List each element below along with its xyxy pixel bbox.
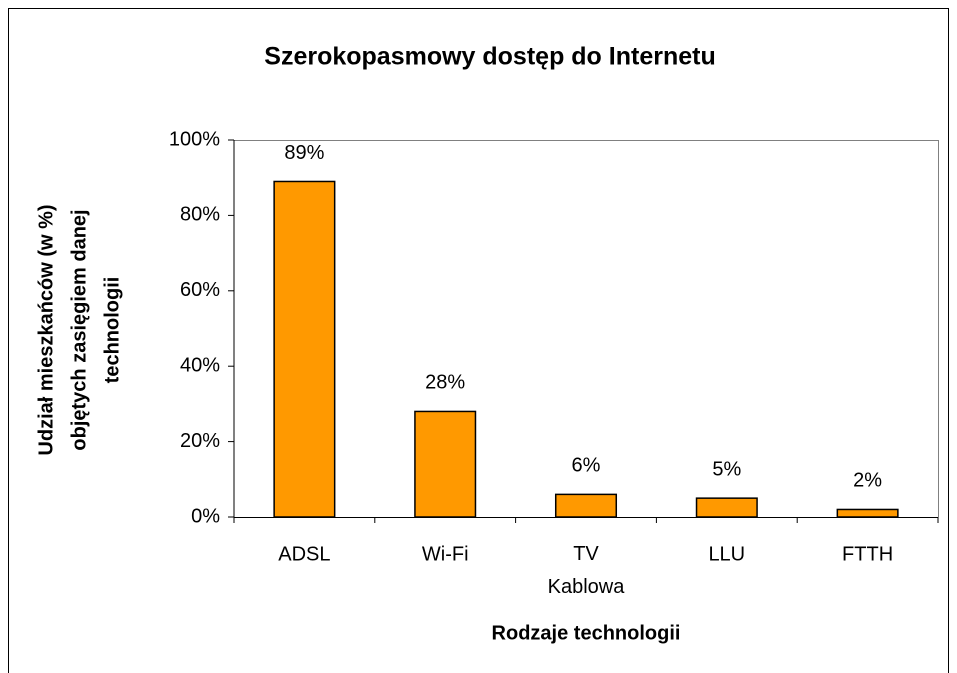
bar xyxy=(695,497,758,518)
y-axis-label-line: Udział mieszkańców (w %) xyxy=(35,204,57,455)
y-axis-label-line: objętych zasięgiem danej xyxy=(68,209,90,450)
y-axis-label: Udział mieszkańców (w %) objętych zasięgi… xyxy=(35,204,123,455)
x-tick-label: FTTH xyxy=(842,543,893,565)
value-label: 89% xyxy=(284,142,324,164)
y-tick-label: 60% xyxy=(180,279,220,301)
y-tick-label: 20% xyxy=(180,430,220,452)
y-tick-label: 100% xyxy=(169,128,220,150)
plot-frame xyxy=(234,140,939,517)
value-label: 28% xyxy=(425,372,465,394)
y-tick-label: 40% xyxy=(180,354,220,376)
y-axis-label-line: technologii xyxy=(101,277,123,384)
bar xyxy=(273,180,336,518)
x-tick-label: Wi-Fi xyxy=(422,543,469,565)
chart-frame xyxy=(8,8,949,673)
value-label: 6% xyxy=(572,455,601,477)
x-tick-label: TV Kablowa xyxy=(548,543,626,598)
x-tick-label: LLU xyxy=(708,543,745,565)
x-axis-label: Rodzaje technologii xyxy=(492,622,681,644)
bar xyxy=(554,493,618,518)
y-tick-label: 0% xyxy=(191,505,220,527)
value-label: 2% xyxy=(853,470,882,492)
value-label: 5% xyxy=(712,458,741,480)
bar xyxy=(414,410,477,518)
x-tick-label: ADSL xyxy=(278,543,330,565)
bar xyxy=(836,508,899,518)
chart-title: Szerokopasmowy dostęp do Internetu xyxy=(264,43,715,71)
y-tick-label: 80% xyxy=(180,204,220,226)
